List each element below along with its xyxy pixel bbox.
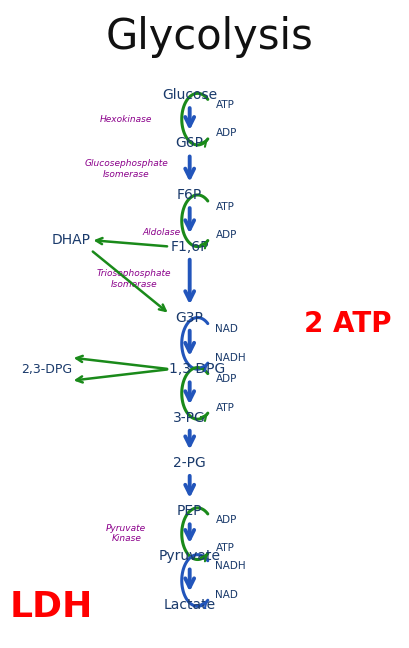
Text: NADH: NADH xyxy=(216,353,246,362)
Text: PEP: PEP xyxy=(177,504,202,518)
Text: Aldolase: Aldolase xyxy=(143,228,181,237)
Text: Glucose: Glucose xyxy=(162,88,217,102)
Text: 2,3-DPG: 2,3-DPG xyxy=(22,363,73,376)
Text: Hexokinase: Hexokinase xyxy=(100,115,153,124)
Text: Pyruvate: Pyruvate xyxy=(159,550,221,563)
Text: NAD: NAD xyxy=(216,324,238,334)
Text: ATP: ATP xyxy=(216,100,234,110)
Text: 2-PG: 2-PG xyxy=(173,456,206,470)
Text: ADP: ADP xyxy=(216,515,237,524)
Text: G6P: G6P xyxy=(176,136,204,150)
Text: 1,3 DPG: 1,3 DPG xyxy=(169,362,226,376)
Text: 2 ATP: 2 ATP xyxy=(304,310,392,338)
Text: ADP: ADP xyxy=(216,128,237,138)
Text: ATP: ATP xyxy=(216,402,234,413)
Text: DHAP: DHAP xyxy=(51,233,90,247)
Text: Triosephosphate
Isomerase: Triosephosphate Isomerase xyxy=(97,269,171,288)
Text: Lactate: Lactate xyxy=(164,597,216,612)
Text: Pyruvate
Kinase: Pyruvate Kinase xyxy=(106,524,146,544)
Text: ADP: ADP xyxy=(216,374,237,384)
Text: F6P: F6P xyxy=(177,188,202,202)
Text: 3-PG: 3-PG xyxy=(173,411,206,424)
Text: NAD: NAD xyxy=(216,590,238,599)
Text: Glycolysis: Glycolysis xyxy=(106,16,313,58)
Text: F1,6P: F1,6P xyxy=(171,240,209,253)
Text: Glucosephosphate
Isomerase: Glucosephosphate Isomerase xyxy=(84,159,168,179)
Text: NADH: NADH xyxy=(216,561,246,572)
Text: ADP: ADP xyxy=(216,230,237,240)
Text: ATP: ATP xyxy=(216,202,234,211)
Text: G3P: G3P xyxy=(176,310,204,325)
Text: LDH: LDH xyxy=(9,590,93,623)
Text: ATP: ATP xyxy=(216,543,234,553)
